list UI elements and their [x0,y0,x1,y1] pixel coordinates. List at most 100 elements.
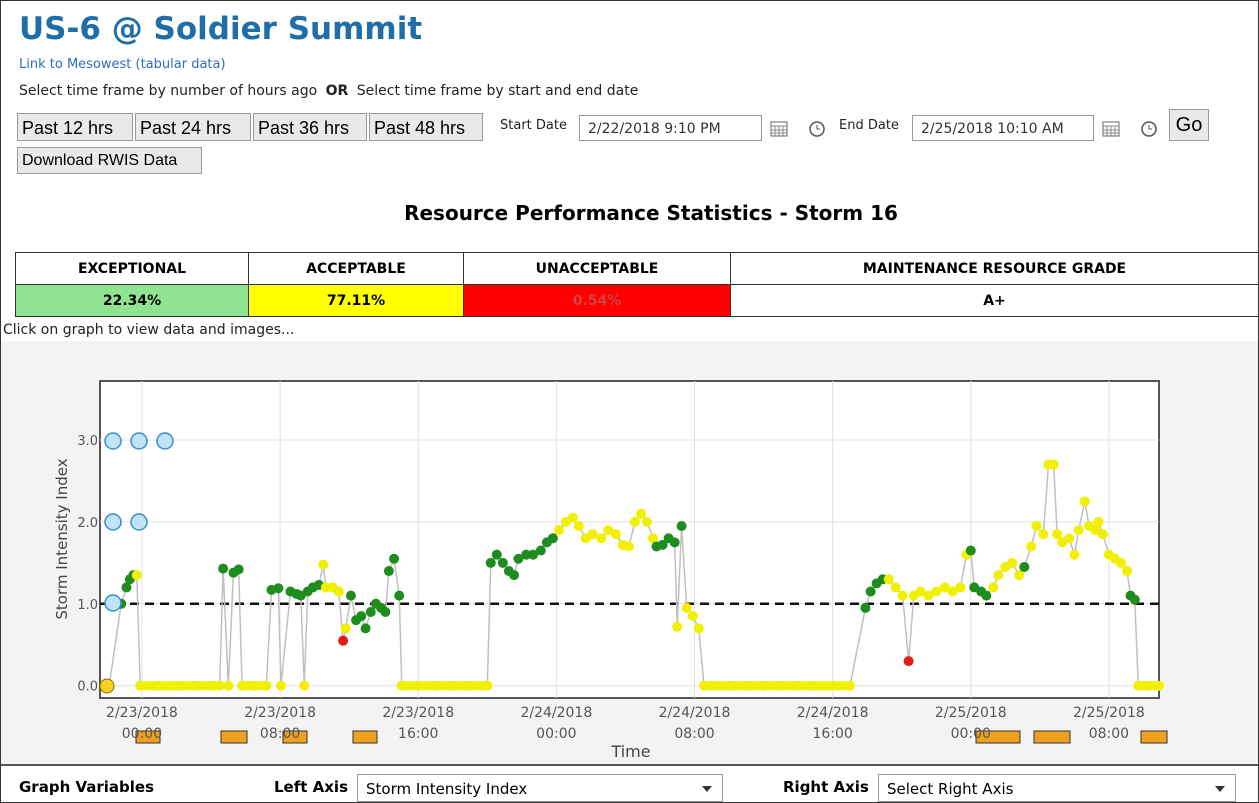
y-tick-label: 1.0 [77,598,98,613]
download-button[interactable]: Download RWIS Data [17,147,202,174]
data-point [482,680,493,691]
x-axis-label: Time [610,742,650,761]
data-point [338,635,349,646]
data-point [396,680,407,691]
right-axis-select[interactable]: Select Right Axis [878,774,1236,802]
past-24-button[interactable]: Past 24 hrs [135,113,251,141]
stats-header: UNACCEPTABLE [463,252,731,285]
past-36-button[interactable]: Past 36 hrs [253,113,367,141]
stats-header: MAINTENANCE RESOURCE GRADE [730,252,1258,285]
data-point [903,656,914,667]
data-point [923,590,934,601]
data-point [676,520,687,531]
data-point [596,533,607,544]
data-point [218,563,229,574]
data-point [1064,533,1075,544]
data-point [394,590,405,601]
start-label: Start Date [500,118,567,133]
data-point [567,512,578,523]
data-point [947,586,958,597]
stats-value-row: 22.34% 77.11% 0.54% A+ [15,284,1258,317]
data-point [1154,680,1164,691]
data-point [931,586,942,597]
data-point [528,549,539,560]
data-point [965,545,976,556]
data-point [897,590,908,601]
data-point [993,570,1004,581]
stats-value: 22.34% [15,284,249,317]
data-point [693,623,704,634]
instruction: Select time frame by number of hours ago… [19,83,638,99]
y-tick-label: 3.0 [77,434,98,449]
data-point [741,680,752,691]
data-point [1031,520,1042,531]
data-point [706,680,717,691]
data-point [513,553,524,564]
snowflake-icon [104,594,122,612]
stats-header: ACCEPTABLE [248,252,464,285]
chart[interactable]: Storm Intensity Index Time 0.01.02.03. [1,341,1259,764]
data-point [603,525,614,536]
chart-area[interactable]: Storm Intensity Index Time 0.0 1.0 2.0 3. [1,341,1259,764]
left-axis-select[interactable]: Storm Intensity Index [357,774,723,802]
stats-value: 77.11% [248,284,464,317]
data-point [491,549,502,560]
x-tick-label: 2/23/2018 00:00 [106,705,178,742]
data-point [860,602,871,613]
data-point [587,529,598,540]
stats-title: Resource Performance Statistics - Storm … [404,201,898,225]
data-point [642,516,653,527]
data-point [623,541,634,552]
data-point [1133,680,1144,691]
data-point [844,680,855,691]
data-point [380,606,391,617]
past-12-button[interactable]: Past 12 hrs [17,113,133,141]
x-tick-label: 2/23/2018 16:00 [382,705,455,742]
data-point [223,680,234,691]
plow-icon [220,730,248,744]
data-point [171,680,182,691]
data-point [318,559,329,570]
data-point [233,564,244,575]
data-point [340,623,351,634]
start-icons[interactable] [769,116,833,140]
data-point [275,680,286,691]
go-button[interactable]: Go [1169,109,1209,141]
graph-note: Click on graph to view data and images..… [3,322,295,338]
right-axis-label: Right Axis [783,778,869,796]
data-point [610,529,621,540]
start-date-input[interactable]: 2/22/2018 9:10 PM [579,115,762,141]
past-48-button[interactable]: Past 48 hrs [369,113,483,141]
data-point [681,602,692,613]
data-point [188,680,199,691]
plow-icon [975,730,1021,744]
data-point [648,533,659,544]
end-icons[interactable] [1101,116,1165,140]
data-point [360,623,371,634]
data-point [356,611,367,622]
data-point [345,590,356,601]
data-point [657,539,668,550]
data-point [1116,557,1127,568]
calendar-grid [1103,125,1119,136]
data-point [1052,529,1063,540]
calendar-grid [771,125,787,136]
snowflake-icons [104,432,174,612]
data-point [1073,525,1084,536]
end-date-input[interactable]: 2/25/2018 10:10 AM [912,115,1094,141]
data-point [547,533,558,544]
or-label: OR [325,83,349,99]
data-point [553,525,564,536]
snowflake-icon [130,432,148,450]
plow-icon [1033,730,1071,744]
mesowest-link[interactable]: Link to Mesowest (tabular data) [19,57,226,72]
data-point [865,586,876,597]
data-point [629,516,640,527]
data-point [635,508,646,519]
data-point [365,606,376,617]
snowflake-icon [130,513,148,531]
plot-area[interactable] [99,380,1160,699]
plow-icon [352,730,378,744]
data-point [1093,516,1104,527]
data-point [206,680,217,691]
